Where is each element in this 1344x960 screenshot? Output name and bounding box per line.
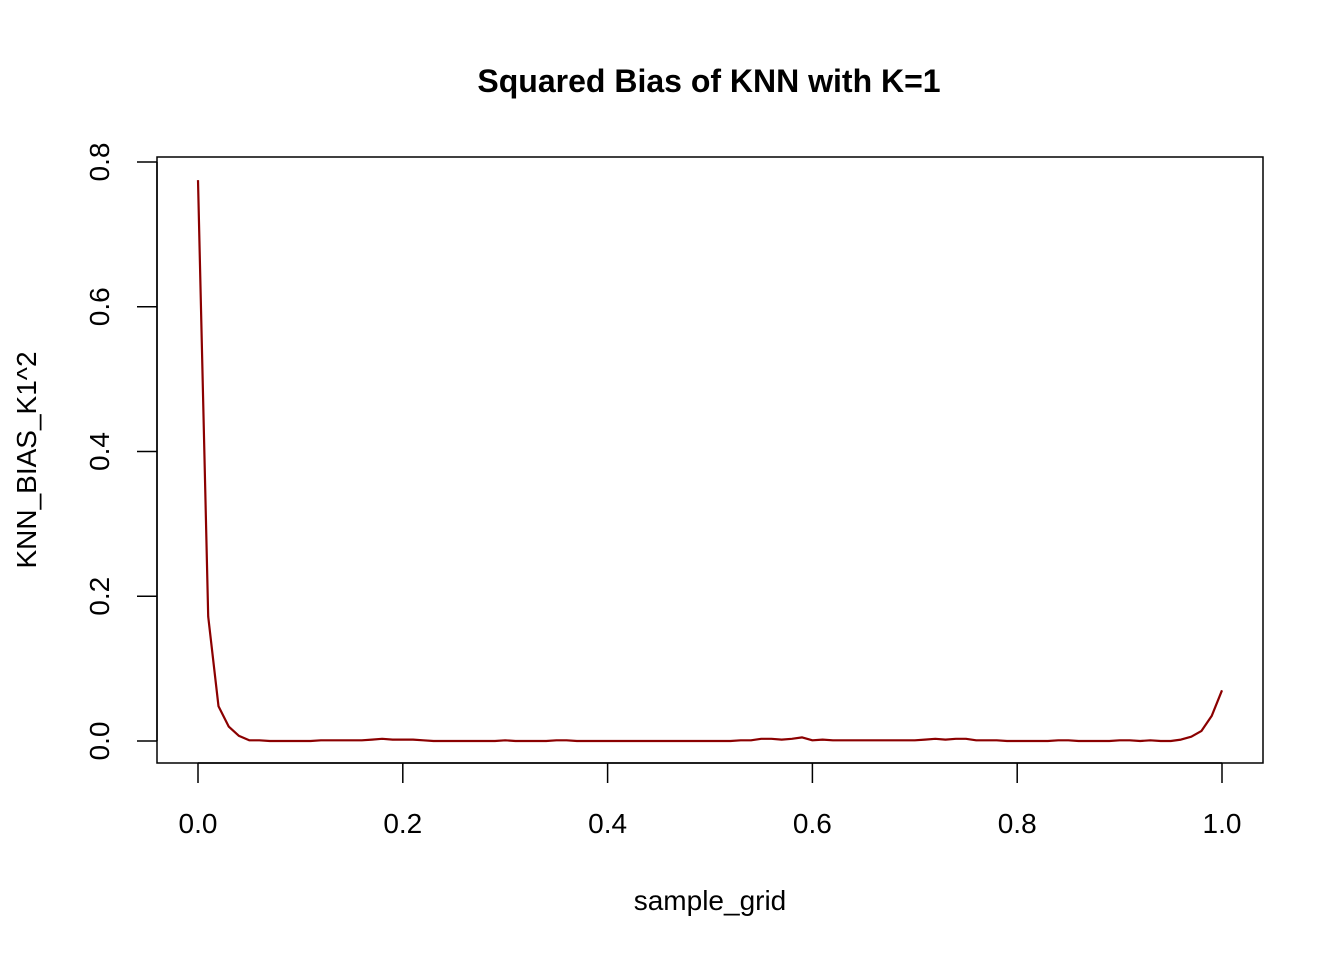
y-tick-label: 0.6 <box>84 287 115 326</box>
y-axis-label: KNN_BIAS_K1^2 <box>11 351 42 568</box>
y-tick-label: 0.4 <box>84 432 115 471</box>
chart-title: Squared Bias of KNN with K=1 <box>477 63 940 99</box>
x-tick-label: 0.6 <box>793 808 832 839</box>
y-tick-label: 0.8 <box>84 143 115 182</box>
series-line <box>196 180 1224 743</box>
y-tick-label: 0.2 <box>84 577 115 616</box>
x-tick-label: 0.2 <box>383 808 422 839</box>
x-tick-label: 0.8 <box>998 808 1037 839</box>
x-tick-label: 1.0 <box>1203 808 1242 839</box>
x-axis-label: sample_grid <box>634 885 787 916</box>
y-tick-label: 0.0 <box>84 722 115 761</box>
y-axis: 0.0 0.2 0.4 0.6 0.8 <box>84 143 158 761</box>
x-axis: 0.0 0.2 0.4 0.6 0.8 1.0 <box>179 762 1242 839</box>
plot-frame <box>156 156 1264 764</box>
x-tick-label: 0.0 <box>179 808 218 839</box>
x-tick-label: 0.4 <box>588 808 627 839</box>
